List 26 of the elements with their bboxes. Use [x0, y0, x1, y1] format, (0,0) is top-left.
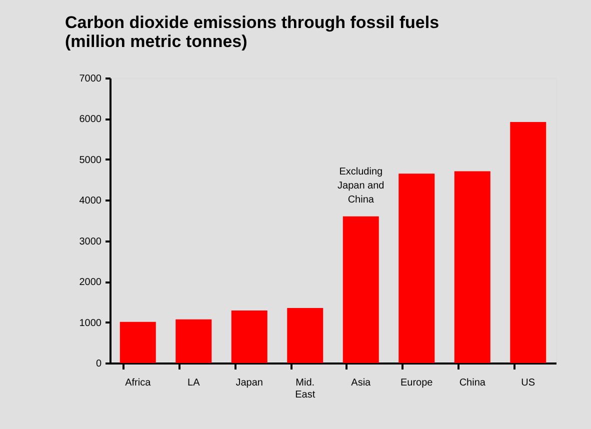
- y-tick-label: 0: [96, 358, 102, 370]
- x-tick-label: Europe: [400, 378, 434, 388]
- x-tick-label: Japan: [236, 378, 263, 388]
- annotation: Excluding Japan and China: [338, 166, 384, 206]
- y-tick-label: 2000: [79, 277, 102, 288]
- bar: [120, 322, 156, 363]
- y-tick-label: 3000: [79, 236, 102, 248]
- bar: [398, 174, 435, 363]
- y-tick-label: 6000: [79, 114, 102, 126]
- bar: [342, 216, 379, 363]
- x-tick-label: Mid. East: [295, 378, 316, 400]
- bar: [510, 122, 546, 363]
- chart-title: Carbon dioxide emissions through fossil fuels (million metric tonnes): [65, 13, 440, 51]
- bar: [454, 171, 490, 363]
- y-tick-label: 4000: [79, 196, 102, 207]
- y-tick-label: 7000: [79, 74, 102, 84]
- x-tick-label: Asia: [351, 378, 372, 388]
- bar: [176, 319, 212, 363]
- x-tick-label: China: [459, 378, 486, 388]
- y-tick-label: 5000: [79, 154, 102, 166]
- x-tick-label: LA: [188, 378, 200, 388]
- x-tick-label: US: [521, 378, 536, 388]
- x-tick-label: Africa: [125, 378, 152, 388]
- bar: [231, 310, 268, 363]
- y-tick-label: 1000: [79, 318, 102, 329]
- bar: [287, 308, 324, 363]
